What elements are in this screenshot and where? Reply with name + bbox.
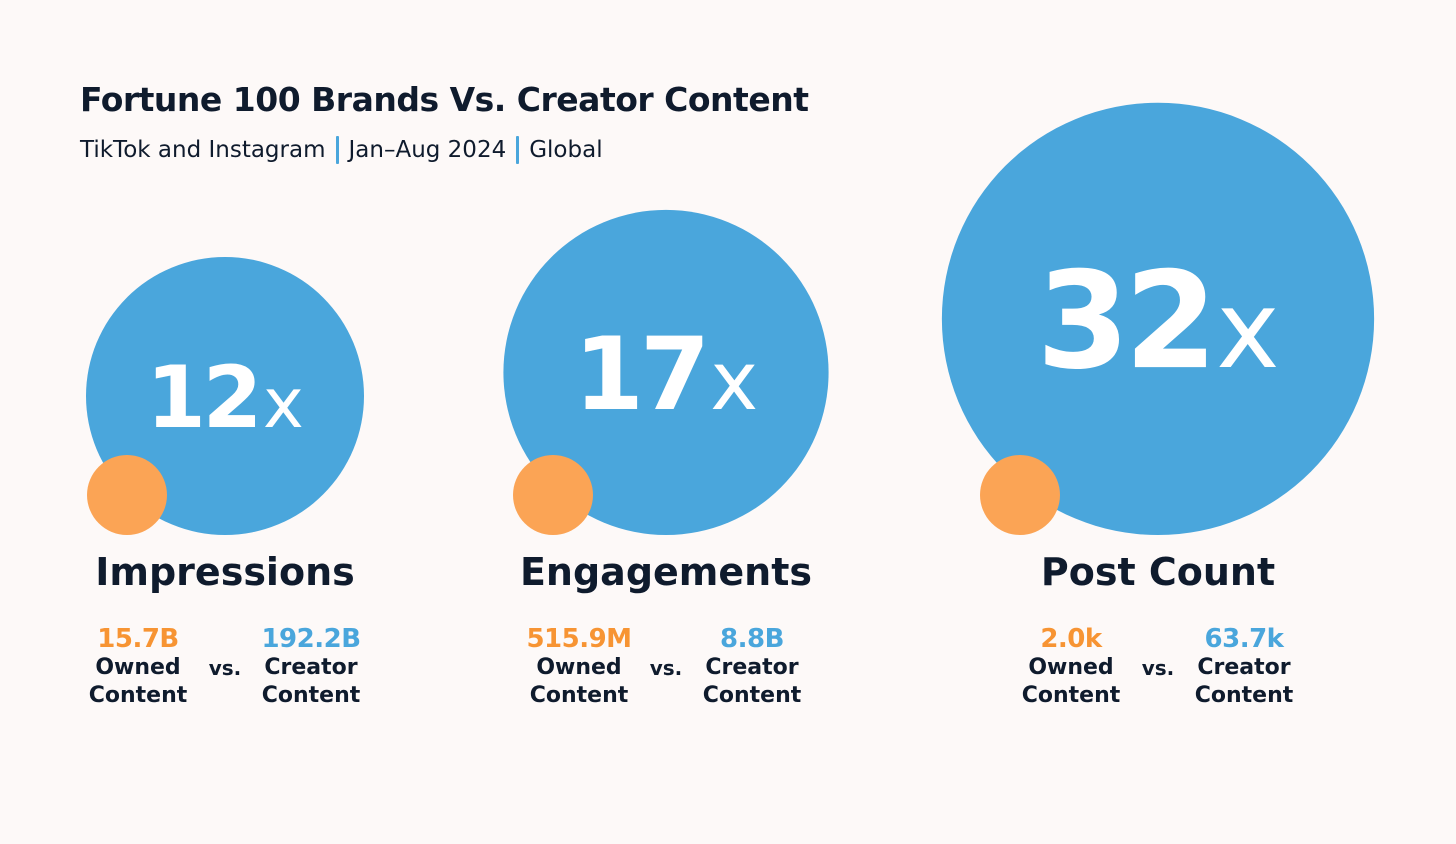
metric-label-engagements: Engagements — [519, 550, 813, 594]
creator-bubble-post-count — [941, 102, 1375, 535]
creator-value-block: 63.7k Creator Content — [1154, 624, 1334, 710]
chart-subtitle: TikTok and Instagram Jan–Aug 2024 Global — [80, 136, 603, 164]
creator-label-line1: Creator — [264, 655, 358, 680]
owned-value: 515.9M — [526, 624, 632, 654]
owned-value-block: 2.0k Owned Content — [981, 624, 1161, 710]
subtitle-region: Global — [529, 137, 603, 163]
creator-value-block: 192.2B Creator Content — [221, 624, 401, 710]
owned-value-block: 515.9M Owned Content — [489, 624, 669, 710]
ratio-label-engagements: 17x — [574, 315, 758, 433]
creator-label-line2: Content — [1194, 683, 1294, 708]
subtitle-platforms: TikTok and Instagram — [80, 137, 326, 163]
creator-label-line1: Creator — [1197, 655, 1291, 680]
vs-label: vs. — [208, 656, 242, 680]
creator-value-block: 8.8B Creator Content — [662, 624, 842, 710]
subtitle-period: Jan–Aug 2024 — [348, 137, 507, 163]
ratio-label-impressions: 12x — [146, 348, 304, 448]
owned-label-line2: Content — [88, 683, 188, 708]
creator-label-line2: Content — [261, 683, 361, 708]
vs-label: vs. — [649, 656, 683, 680]
ratio-suffix: x — [263, 364, 304, 444]
creator-bubble-impressions — [86, 257, 364, 535]
owned-bubble-engagements — [513, 455, 593, 535]
owned-value: 2.0k — [1040, 624, 1102, 654]
subtitle-divider — [335, 136, 339, 164]
ratio-label-post-count: 32x — [1036, 243, 1279, 399]
owned-bubble-impressions — [87, 455, 167, 535]
creator-value: 192.2B — [261, 624, 361, 654]
subtitle-divider — [516, 136, 520, 164]
metric-label-post-count: Post Count — [1040, 550, 1276, 594]
vs-label: vs. — [1141, 656, 1175, 680]
owned-label-line1: Owned — [1028, 655, 1114, 680]
creator-bubble-engagements — [503, 209, 829, 535]
owned-label-line1: Owned — [536, 655, 622, 680]
ratio-number: 17 — [574, 315, 706, 433]
ratio-number: 32 — [1036, 243, 1212, 399]
owned-label-line2: Content — [529, 683, 629, 708]
ratio-suffix: x — [710, 335, 758, 429]
ratio-suffix: x — [1216, 269, 1279, 393]
owned-value-block: 15.7B Owned Content — [48, 624, 228, 710]
chart-title: Fortune 100 Brands Vs. Creator Content — [80, 80, 809, 119]
owned-label-line1: Owned — [95, 655, 181, 680]
owned-label-line2: Content — [1021, 683, 1121, 708]
creator-label-line2: Content — [702, 683, 802, 708]
metric-label-impressions: Impressions — [95, 550, 355, 594]
owned-bubble-post-count — [980, 455, 1060, 535]
owned-value: 15.7B — [97, 624, 179, 654]
creator-label-line1: Creator — [705, 655, 799, 680]
creator-value: 63.7k — [1204, 624, 1284, 654]
creator-value: 8.8B — [720, 624, 784, 654]
ratio-number: 12 — [146, 348, 259, 448]
